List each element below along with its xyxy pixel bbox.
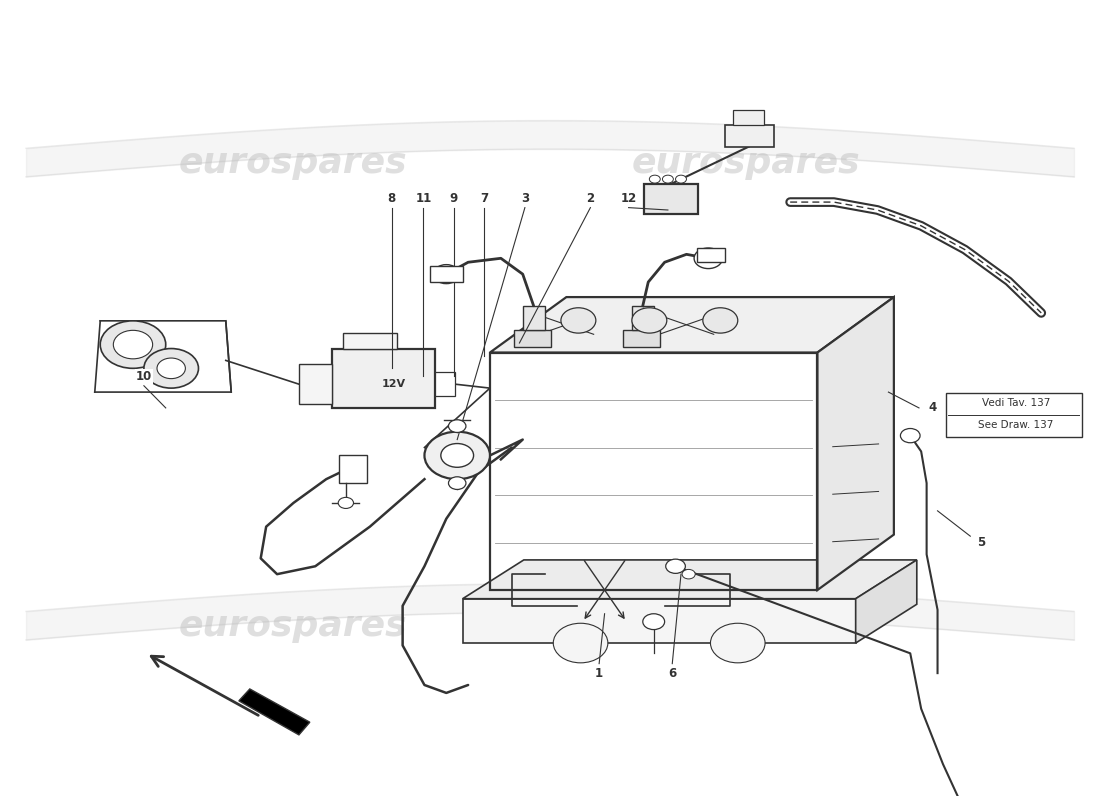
Polygon shape <box>817 297 894 590</box>
Bar <box>436 372 455 396</box>
Text: eurospares: eurospares <box>179 609 408 642</box>
Bar <box>332 349 436 408</box>
Bar <box>734 110 764 125</box>
Text: 5: 5 <box>977 536 986 549</box>
Text: 7: 7 <box>481 192 488 205</box>
Bar <box>299 364 332 404</box>
Bar <box>490 353 817 590</box>
Circle shape <box>703 308 738 333</box>
Circle shape <box>553 623 608 663</box>
Circle shape <box>449 420 466 433</box>
Text: 2: 2 <box>586 192 594 205</box>
Circle shape <box>649 175 660 183</box>
Text: eurospares: eurospares <box>179 146 408 179</box>
Circle shape <box>666 559 685 574</box>
Text: 8: 8 <box>387 192 396 205</box>
Bar <box>522 306 544 330</box>
Bar <box>644 184 698 214</box>
Text: See Draw. 137: See Draw. 137 <box>979 420 1054 430</box>
Text: 12: 12 <box>620 192 637 205</box>
Circle shape <box>642 614 664 630</box>
Polygon shape <box>463 560 916 598</box>
Polygon shape <box>856 560 916 643</box>
Text: 12V: 12V <box>382 379 406 389</box>
Text: 9: 9 <box>450 192 458 205</box>
Bar <box>430 266 463 282</box>
Bar <box>339 455 366 483</box>
Text: eurospares: eurospares <box>632 609 861 642</box>
Circle shape <box>675 175 686 183</box>
Text: 4: 4 <box>928 402 936 414</box>
Bar <box>623 330 660 347</box>
Bar <box>725 125 773 146</box>
Text: 11: 11 <box>415 192 431 205</box>
Circle shape <box>449 477 466 490</box>
Polygon shape <box>490 297 894 353</box>
Bar <box>697 248 725 262</box>
Bar <box>514 330 551 347</box>
Bar <box>463 598 856 643</box>
Circle shape <box>682 570 695 579</box>
Circle shape <box>711 623 766 663</box>
Text: 1: 1 <box>595 666 603 680</box>
Circle shape <box>441 443 474 467</box>
Polygon shape <box>239 689 310 735</box>
Circle shape <box>157 358 186 378</box>
Circle shape <box>694 248 723 269</box>
Text: 3: 3 <box>520 192 529 205</box>
Text: Vedi Tav. 137: Vedi Tav. 137 <box>982 398 1050 408</box>
Circle shape <box>144 349 198 388</box>
Text: 10: 10 <box>135 370 152 382</box>
Circle shape <box>561 308 596 333</box>
Circle shape <box>100 321 166 368</box>
Circle shape <box>631 308 667 333</box>
Circle shape <box>338 498 353 509</box>
Bar <box>631 306 653 330</box>
FancyBboxPatch shape <box>946 393 1081 438</box>
Circle shape <box>113 330 153 359</box>
Circle shape <box>901 429 920 442</box>
Circle shape <box>425 432 490 479</box>
Text: eurospares: eurospares <box>632 146 861 179</box>
Circle shape <box>662 175 673 183</box>
Text: 6: 6 <box>668 666 676 680</box>
Bar <box>342 333 397 349</box>
Circle shape <box>433 265 460 284</box>
